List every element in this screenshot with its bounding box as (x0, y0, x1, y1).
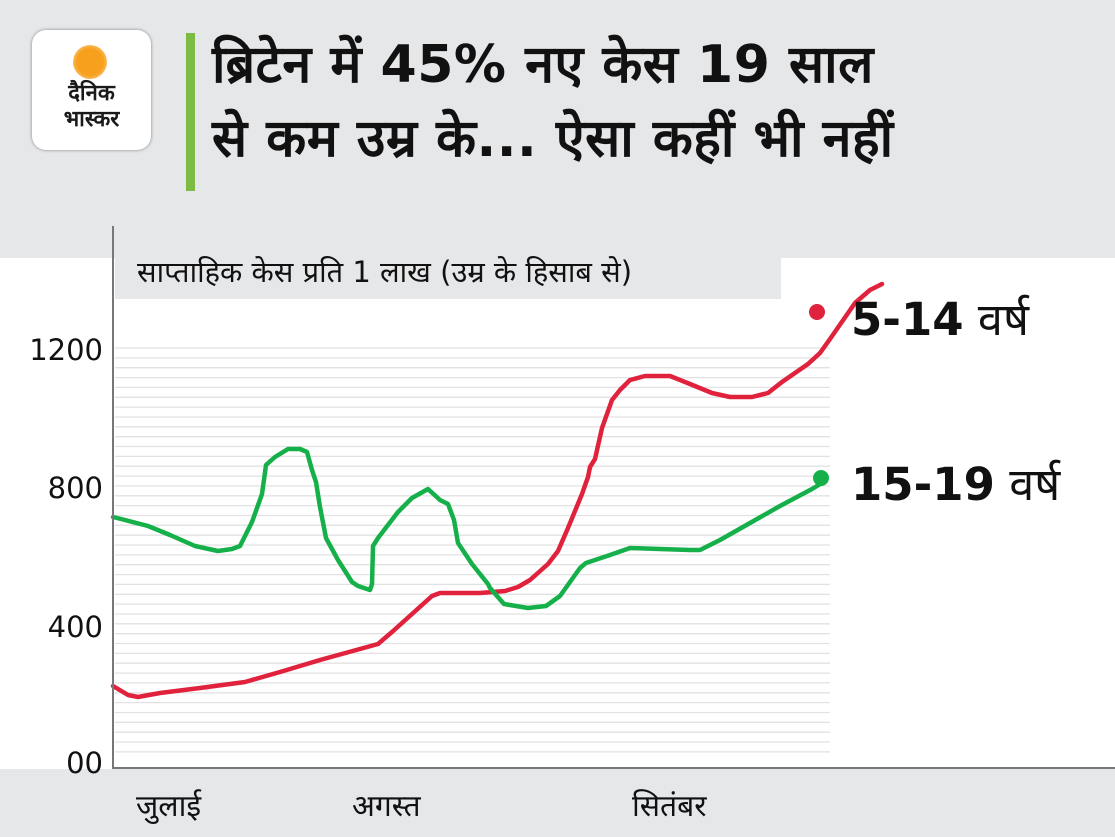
legend-age-range: 15-19 (851, 458, 995, 511)
legend-label-5-14: 5-14 वर्ष (851, 288, 1029, 349)
x-tick-september: सितंबर (632, 789, 707, 824)
legend-unit: वर्ष (963, 293, 1029, 346)
logo-text-line1: दैनिक (68, 81, 115, 106)
sun-icon (73, 45, 107, 79)
title-accent-bar (186, 33, 195, 191)
y-tick-0: 00 (66, 746, 103, 780)
headline: ब्रिटेन में 45% नए केस 19 साल से कम उम्र… (212, 28, 1102, 176)
series-line-5-14 (110, 281, 885, 700)
headline-line1: ब्रिटेन में 45% नए केस 19 साल (212, 35, 874, 95)
x-tick-july: जुलाई (136, 789, 202, 824)
legend-label-15-19: 15-19 वर्ष (851, 453, 1060, 514)
series-endpoint-15-19 (813, 470, 829, 486)
gridlines (115, 347, 830, 753)
headline-line2: से कम उम्र के... ऐसा कहीं भी नहीं (212, 109, 894, 169)
dainik-bhaskar-logo: दैनिक भास्कर (32, 30, 151, 150)
series-line-15-19 (110, 446, 825, 611)
y-tick-400: 400 (47, 610, 103, 644)
chart-subtitle: साप्ताहिक केस प्रति 1 लाख (उम्र के हिसाब… (137, 255, 633, 289)
series-endpoint-5-14 (809, 304, 825, 320)
x-axis-line (112, 767, 1115, 769)
chart-subtitle-box: साप्ताहिक केस प्रति 1 लाख (उम्र के हिसाब… (115, 244, 781, 299)
x-tick-august: अगस्त (352, 789, 421, 824)
y-axis-label-area (0, 258, 113, 769)
logo-text-line2: भास्कर (63, 107, 120, 132)
legend-unit: वर्ष (994, 458, 1061, 511)
legend-age-range: 5-14 (851, 293, 964, 346)
y-tick-800: 800 (47, 471, 103, 505)
header-band (0, 0, 1115, 258)
y-tick-1200: 1200 (29, 333, 103, 367)
x-axis-label-band (0, 769, 1115, 837)
y-axis-line (112, 226, 114, 769)
